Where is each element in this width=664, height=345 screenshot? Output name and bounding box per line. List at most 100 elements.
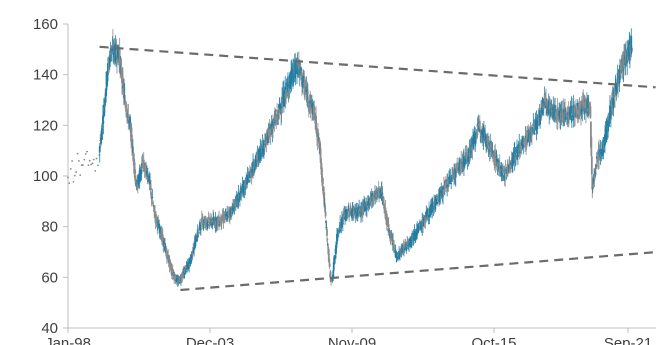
candle-body <box>439 195 442 200</box>
candle-body <box>509 163 512 165</box>
candle-body <box>379 196 381 198</box>
candle-body <box>570 105 573 114</box>
candle-body <box>437 193 440 201</box>
candle-body <box>315 115 317 131</box>
candle-body <box>165 248 168 254</box>
candle-body <box>546 101 549 112</box>
candle-body <box>328 263 331 267</box>
candle-body <box>277 112 279 116</box>
candle-body <box>389 233 391 239</box>
candle-body <box>512 152 515 159</box>
candle-body <box>429 208 431 212</box>
candle-body <box>483 138 486 139</box>
candle-body <box>470 140 473 148</box>
candle-body <box>284 86 287 91</box>
candle-body <box>561 115 564 118</box>
candle-body <box>599 154 602 157</box>
candle-body <box>326 243 329 245</box>
candle-body <box>438 192 441 200</box>
candle-body <box>342 214 345 217</box>
candle-body <box>536 119 539 120</box>
candle-body <box>159 235 162 237</box>
candle-body <box>198 228 200 230</box>
candle-body <box>301 72 303 85</box>
candle-body <box>241 193 244 196</box>
candle-body <box>533 132 536 135</box>
candle-body <box>487 148 490 150</box>
data-point <box>83 158 86 161</box>
candle-body <box>122 85 125 89</box>
candle-body <box>484 133 487 140</box>
candle-body <box>235 196 238 201</box>
candle-body <box>377 192 380 195</box>
chart-marks <box>67 28 633 287</box>
candle-body <box>380 187 383 194</box>
candle-body <box>279 108 282 112</box>
candle-body <box>201 220 204 222</box>
candle-body <box>242 189 245 195</box>
candle-body <box>285 82 288 90</box>
candle-body <box>124 104 127 109</box>
candle-body <box>464 153 467 164</box>
candle-body <box>577 114 580 117</box>
candle-body <box>390 237 393 239</box>
candle-body <box>371 196 374 198</box>
candle-body <box>164 244 166 247</box>
candle-body <box>539 114 542 121</box>
candle-body <box>152 204 155 206</box>
data-point <box>76 152 79 155</box>
candle-body <box>357 211 360 213</box>
candle-body <box>283 95 286 103</box>
candle-body <box>477 123 480 127</box>
candle-body <box>549 108 552 114</box>
candle-body <box>599 148 602 158</box>
candle-body <box>292 68 295 78</box>
candle-body <box>175 274 177 281</box>
data-point <box>79 174 82 177</box>
candle-body <box>541 104 544 114</box>
candle-body <box>254 159 257 167</box>
candle-body <box>294 62 297 76</box>
candle-body <box>177 278 180 283</box>
y-tick-label-40: 40 <box>41 320 58 337</box>
candle-body <box>592 178 595 183</box>
candle-body <box>278 103 281 111</box>
candle-body <box>268 130 270 137</box>
candle-body <box>593 174 596 181</box>
candle-body <box>193 241 196 243</box>
candle-body <box>239 193 242 200</box>
candle-body <box>268 126 271 130</box>
candle-body <box>220 222 223 224</box>
candle-body <box>582 104 585 110</box>
candle-body <box>351 208 354 216</box>
candle-body <box>402 251 405 254</box>
candle-body <box>533 122 536 126</box>
candle-body <box>188 262 191 266</box>
candle-body <box>133 158 136 172</box>
candle-body <box>436 197 439 199</box>
candle-body <box>510 159 513 162</box>
candle-body <box>414 237 417 239</box>
candle-body <box>266 131 269 133</box>
candle-body <box>131 134 133 147</box>
candle-body <box>390 232 392 240</box>
candle-body <box>145 165 148 169</box>
candle-body <box>209 222 212 224</box>
candle-body <box>448 175 451 180</box>
candle-body <box>110 53 112 54</box>
candle-body <box>326 239 329 240</box>
candle-body <box>230 214 233 216</box>
candle-body <box>185 266 188 268</box>
candle-body <box>349 210 352 214</box>
candle-body <box>575 112 578 116</box>
candle-body <box>426 210 429 219</box>
candle-body <box>447 184 449 187</box>
candle-body <box>522 142 525 144</box>
candle-body <box>595 156 598 159</box>
candle-body <box>526 136 529 142</box>
candle-body <box>352 211 355 216</box>
candle-body <box>393 246 395 248</box>
candle-body <box>571 119 574 120</box>
candle-body <box>471 142 473 144</box>
candle-body <box>468 156 470 161</box>
